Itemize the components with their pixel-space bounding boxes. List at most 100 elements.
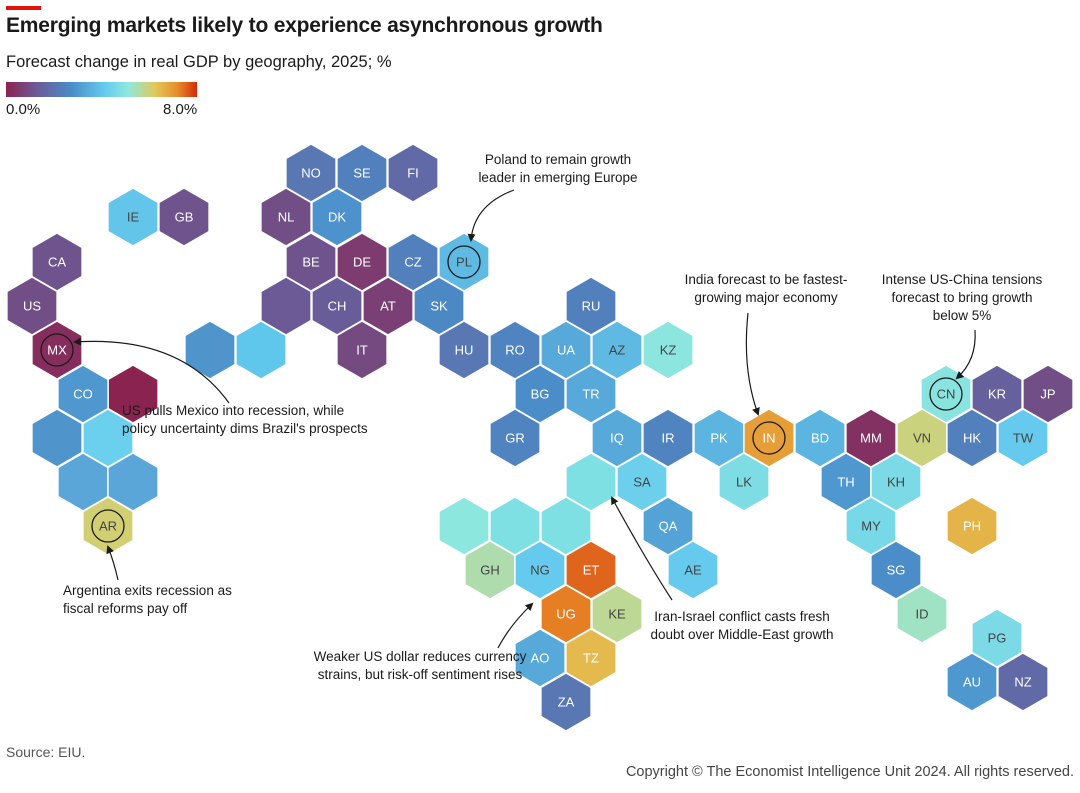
- hex-label: ID: [916, 607, 929, 622]
- annotation-text: India forecast to be fastest-: [685, 272, 848, 287]
- hex-label: CH: [328, 299, 347, 314]
- hex-cell: [514, 628, 566, 688]
- hex-cell: [946, 408, 998, 468]
- hex-label: NZ: [1014, 675, 1031, 690]
- hex-az: AZ: [591, 320, 643, 380]
- hex-cell: [997, 408, 1049, 468]
- annotation-text: fiscal reforms pay off: [63, 601, 188, 616]
- legend-max-label: 8.0%: [163, 101, 198, 118]
- hex-cell: [514, 540, 566, 600]
- hex-cell: [591, 584, 643, 644]
- hex-label: UG: [556, 607, 576, 622]
- annotation-arrow: [955, 329, 976, 380]
- hex-label: AZ: [609, 343, 626, 358]
- hex-label: ZA: [558, 695, 575, 710]
- hex-label: TZ: [583, 651, 599, 666]
- hex-label: AR: [99, 519, 117, 534]
- hex-filler: [31, 408, 83, 468]
- hex-cell: [362, 276, 414, 336]
- hex-cell: [642, 320, 694, 380]
- highlight-ring: [91, 509, 125, 543]
- hex-label: KE: [608, 607, 626, 622]
- hex-cell: [896, 584, 948, 644]
- hex-ie: IE: [107, 187, 159, 247]
- hex-hu: HU: [438, 320, 490, 380]
- hex-label: QA: [659, 519, 678, 534]
- hex-label: RU: [582, 299, 601, 314]
- annotation-arrow: [497, 602, 534, 649]
- hex-cell: [642, 408, 694, 468]
- hex-label: BG: [531, 387, 550, 402]
- highlight-ring: [40, 333, 74, 367]
- hex-label: SK: [430, 299, 448, 314]
- hex-label: US: [23, 299, 41, 314]
- hex-label: GR: [505, 431, 525, 446]
- brand-accent-bar: [6, 6, 41, 10]
- annotation-pl: Poland to remain growth leader in emergin…: [467, 152, 638, 242]
- hex-label: PL: [456, 255, 472, 270]
- annotation-text: Poland to remain growth: [485, 152, 631, 167]
- hex-label: AO: [531, 651, 550, 666]
- hex-lk: LK: [718, 452, 770, 512]
- annotation-text: Iran-Israel conflict casts fresh: [654, 609, 830, 624]
- hex-dk: DK: [311, 187, 363, 247]
- hex-bd: BD: [794, 408, 846, 468]
- hex-cell: [158, 187, 210, 247]
- annotation-text: strains, but risk-off sentiment rises: [318, 667, 523, 682]
- hex-au: AU: [946, 652, 998, 712]
- hex-label: UA: [557, 343, 575, 358]
- annotation-text: below 5%: [933, 308, 992, 323]
- hex-gb: GB: [158, 187, 210, 247]
- hex-ae: AE: [667, 540, 719, 600]
- highlight-ring: [929, 377, 963, 411]
- hex-cell: [870, 540, 922, 600]
- hex-ph: PH: [946, 496, 998, 556]
- hex-cell: [718, 452, 770, 512]
- legend-min-label: 0.0%: [6, 101, 41, 118]
- hex-label: CA: [48, 255, 66, 270]
- highlight-ring: [752, 421, 786, 455]
- hex-gr: GR: [489, 408, 541, 468]
- hex-in: IN: [743, 408, 795, 468]
- hex-cell: [31, 320, 83, 380]
- hex-tz: TZ: [565, 628, 617, 688]
- annotation-text: forecast to bring growth: [891, 290, 1032, 305]
- hex-label: GH: [480, 563, 500, 578]
- hex-label: FI: [407, 166, 419, 181]
- hex-label: AT: [380, 299, 396, 314]
- hex-label: KH: [887, 475, 905, 490]
- hex-cell: [794, 408, 846, 468]
- hex-ao: AO: [514, 628, 566, 688]
- hex-label: CN: [937, 387, 956, 402]
- hex-label: IR: [662, 431, 675, 446]
- hex-cell: [997, 652, 1049, 712]
- annotation-ug: Weaker US dollar reduces currency strains…: [314, 602, 534, 682]
- hex-cell: [591, 320, 643, 380]
- hex-label: DK: [328, 210, 346, 225]
- hex-label: IQ: [610, 431, 624, 446]
- hex-label: SA: [633, 475, 651, 490]
- hex-label: CZ: [404, 255, 421, 270]
- hex-label: GB: [175, 210, 194, 225]
- hex-cell: [616, 452, 668, 512]
- hex-label: BE: [302, 255, 320, 270]
- annotation-text: Intense US-China tensions: [882, 272, 1043, 287]
- hex-cell: [946, 652, 998, 712]
- annotation-ar: Argentina exits recession as fiscal refor…: [63, 545, 232, 616]
- hex-be: BE: [285, 232, 337, 292]
- hex-label: HK: [963, 431, 981, 446]
- hex-cell: [285, 232, 337, 292]
- annotation-arrow: [745, 312, 760, 416]
- hex-za: ZA: [540, 672, 592, 732]
- hex-co: CO: [57, 364, 109, 424]
- hex-id: ID: [896, 584, 948, 644]
- hex-cell: [489, 408, 541, 468]
- annotation-arrow: [467, 189, 515, 242]
- hex-label: AE: [684, 563, 702, 578]
- hex-it: IT: [336, 320, 388, 380]
- hex-filler: [184, 320, 236, 380]
- hex-label: NO: [301, 166, 321, 181]
- hex-kz: KZ: [642, 320, 694, 380]
- annotation-text: Argentina exits recession as: [63, 583, 232, 598]
- hex-cell: [387, 143, 439, 203]
